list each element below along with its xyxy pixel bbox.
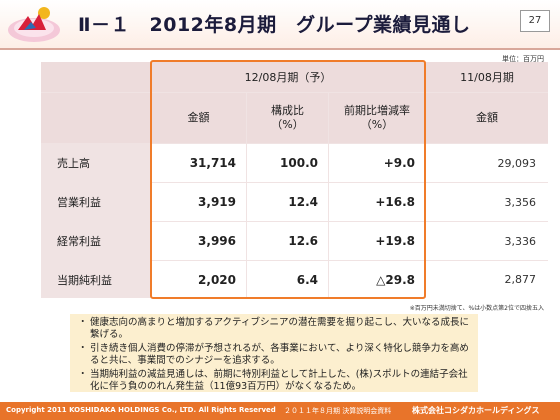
comment-text: 引き続き個人消費の停滞が予想されるが、各事業において、より深く特化し競争力を高め…: [90, 343, 469, 366]
comment-item: ・ 引き続き個人消費の停滞が予想されるが、各事業において、より深く特化し競争力を…: [78, 343, 472, 367]
header-divider: [0, 48, 560, 50]
cell-operating-change: +16.8: [329, 183, 425, 221]
cell-net-amount: 2,020: [151, 261, 246, 298]
row-label-sales: 売上高: [57, 157, 90, 170]
comment-item: ・ 健康志向の高まりと増加するアクティブシニアの潜在需要を掘り起こし、大いなる成…: [78, 317, 472, 341]
page-number: 27: [520, 10, 550, 32]
cell-ordinary-ratio: 12.6: [247, 222, 328, 260]
bullet-icon: ・: [78, 369, 88, 380]
bullet-icon: ・: [78, 317, 88, 328]
cell-net-change: △29.8: [329, 261, 425, 298]
company-name: 株式会社コシダカホールディングス: [412, 406, 540, 415]
col-header-ratio-line1: 構成比: [271, 104, 304, 117]
company-logo-icon: [8, 7, 60, 42]
table-corner-cell: [41, 62, 150, 92]
row-label-ordinary-profit: 経常利益: [57, 235, 101, 248]
cell-sales-ratio: 100.0: [247, 144, 328, 182]
cell-net-prev: 2,877: [426, 261, 548, 298]
commentary-box: ・ 健康志向の高まりと増加するアクティブシニアの潜在需要を掘り起こし、大いなる成…: [70, 314, 478, 392]
row-label-operating-profit: 営業利益: [57, 196, 101, 209]
col-header-change-line1: 前期比増減率: [344, 104, 410, 117]
cell-ordinary-change: +19.8: [329, 222, 425, 260]
group-header-current: 12/08月期（予）: [151, 62, 425, 92]
comment-text: 健康志向の高まりと増加するアクティブシニアの潜在需要を掘り起こし、大いなる成長に…: [90, 317, 469, 340]
cell-operating-ratio: 12.4: [247, 183, 328, 221]
col-header-prev-amount: 金額: [426, 93, 548, 143]
table-corner-cell-2: [41, 93, 150, 143]
document-title: ２０１１年８月期 決算説明会資料: [284, 407, 392, 415]
unit-label: 単位：百万円: [502, 55, 544, 63]
cell-ordinary-prev: 3,336: [426, 222, 548, 260]
cell-operating-prev: 3,356: [426, 183, 548, 221]
slide-footer: Copyright 2011 KOSHIDAKA HOLDINGS Co., L…: [0, 402, 560, 420]
forecast-table: 12/08月期（予） 11/08月期 金額 構成比 （%） 前期比増減率 （%）…: [41, 62, 548, 298]
slide-header: Ⅱ－１ 2012年8月期 グループ業績見通し 27: [0, 0, 560, 48]
cell-net-ratio: 6.4: [247, 261, 328, 298]
col-header-change: 前期比増減率 （%）: [329, 93, 425, 143]
comment-item: ・ 当期純利益の減益見通しは、前期に特別利益として計上した、(株)スポルトの連結…: [78, 369, 472, 393]
cell-ordinary-amount: 3,996: [151, 222, 246, 260]
col-header-change-line2: （%）: [360, 118, 394, 131]
col-header-ratio: 構成比 （%）: [247, 93, 328, 143]
bullet-icon: ・: [78, 343, 88, 354]
col-header-ratio-line2: （%）: [271, 118, 304, 131]
cell-sales-amount: 31,714: [151, 144, 246, 182]
cell-sales-change: +9.0: [329, 144, 425, 182]
copyright-text: Copyright 2011 KOSHIDAKA HOLDINGS Co., L…: [6, 406, 276, 414]
cell-sales-prev: 29,093: [426, 144, 548, 182]
page-title: Ⅱ－１ 2012年8月期 グループ業績見通し: [78, 14, 471, 36]
cell-operating-amount: 3,919: [151, 183, 246, 221]
table-footnote: ※百万円未満切捨て、%は小数点第2位で四捨五入: [409, 305, 544, 312]
comment-text: 当期純利益の減益見通しは、前期に特別利益として計上した、(株)スポルトの連結子会…: [90, 369, 468, 392]
col-header-amount: 金額: [151, 93, 246, 143]
row-label-net-income: 当期純利益: [57, 273, 112, 287]
group-header-previous: 11/08月期: [426, 62, 548, 92]
